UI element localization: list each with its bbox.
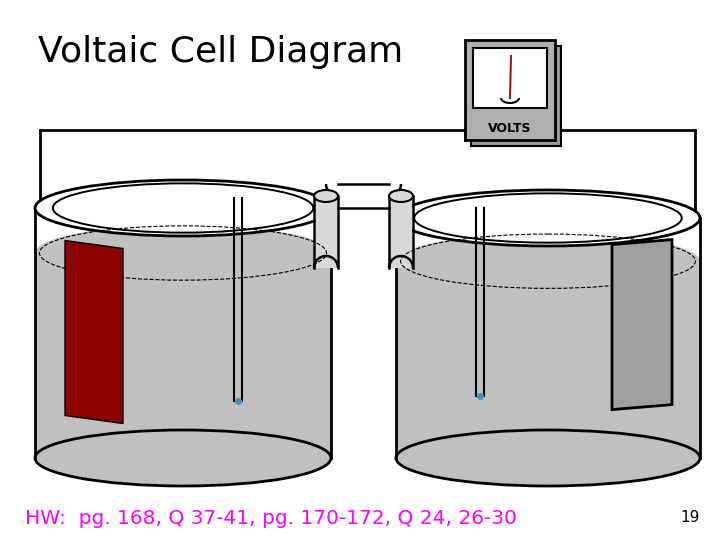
Text: Voltaic Cell Diagram: Voltaic Cell Diagram	[38, 35, 403, 69]
Bar	[315, 196, 337, 268]
Bar	[390, 196, 412, 268]
Ellipse shape	[314, 190, 338, 202]
Ellipse shape	[35, 225, 331, 281]
Text: HW:  pg. 168, Q 37-41, pg. 170-172, Q 24, 26-30: HW: pg. 168, Q 37-41, pg. 170-172, Q 24,…	[25, 509, 517, 528]
Text: 19: 19	[680, 510, 700, 525]
Polygon shape	[65, 240, 123, 423]
Ellipse shape	[35, 180, 331, 236]
FancyBboxPatch shape	[473, 48, 547, 108]
Bar	[396, 261, 700, 458]
Ellipse shape	[396, 233, 700, 289]
Bar	[35, 253, 331, 458]
Ellipse shape	[389, 190, 413, 202]
FancyBboxPatch shape	[471, 46, 561, 146]
Text: VOLTS: VOLTS	[488, 122, 532, 134]
Ellipse shape	[35, 430, 331, 486]
FancyBboxPatch shape	[465, 40, 555, 140]
Polygon shape	[612, 240, 672, 410]
Ellipse shape	[396, 430, 700, 486]
Ellipse shape	[396, 190, 700, 246]
